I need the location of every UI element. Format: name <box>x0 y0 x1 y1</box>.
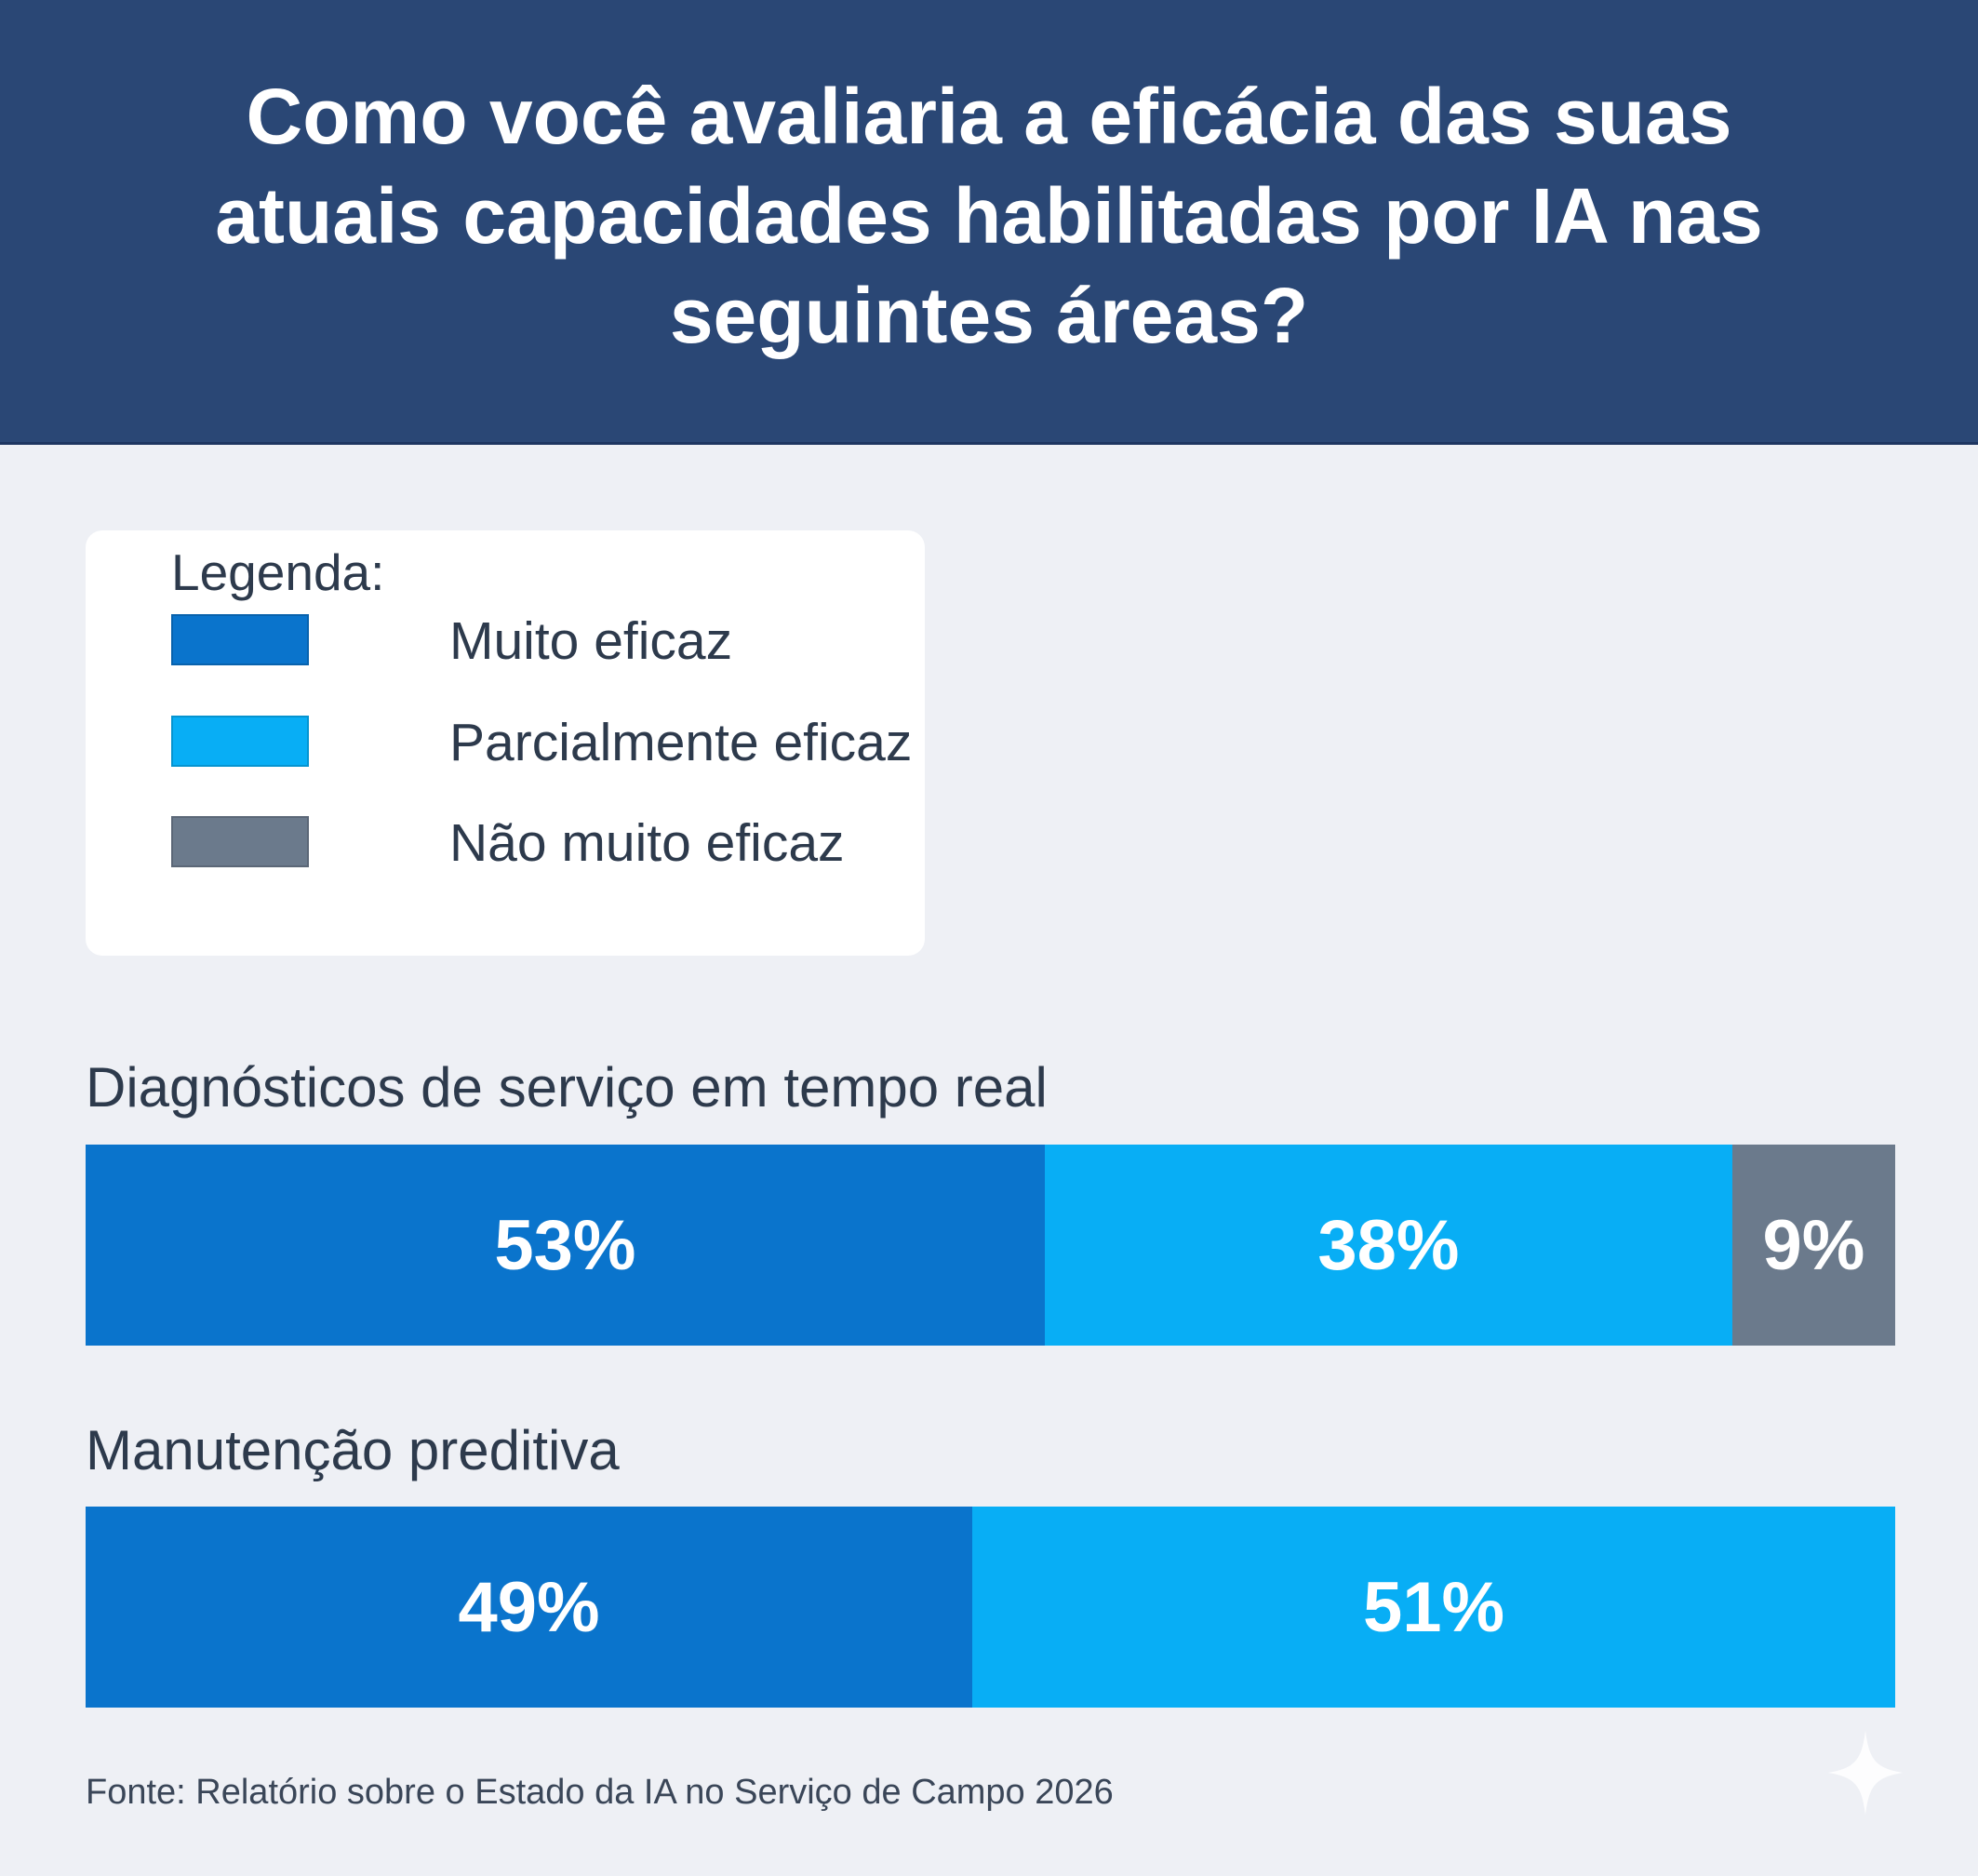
legend-item-nao-muito-eficaz: Não muito eficaz <box>171 813 897 873</box>
legend-swatch <box>171 816 309 867</box>
legend-swatch <box>171 716 309 767</box>
category-label: Diagnósticos de serviço em tempo real <box>86 1056 1048 1119</box>
data-label: 51% <box>1362 1567 1505 1647</box>
bar-segment: 51% <box>972 1507 1895 1708</box>
bar-segment: 49% <box>86 1507 973 1708</box>
bar-segment: 38% <box>1044 1145 1732 1346</box>
legend-swatch <box>171 614 309 665</box>
data-label: 49% <box>458 1567 600 1647</box>
data-label: 38% <box>1317 1205 1460 1285</box>
legend-item-muito-eficaz: Muito eficaz <box>171 611 897 671</box>
legend-label: Muito eficaz <box>449 611 733 671</box>
bar-segment: 53% <box>86 1145 1045 1346</box>
legend-label: Parcialmente eficaz <box>449 713 913 772</box>
data-label: 53% <box>494 1205 636 1285</box>
legend-item-parcialmente-eficaz: Parcialmente eficaz <box>171 713 912 772</box>
stacked-bar: 49% 51% <box>86 1507 1895 1708</box>
legend-label: Não muito eficaz <box>449 813 845 873</box>
bar-segment: 9% <box>1731 1145 1895 1346</box>
data-label: 9% <box>1762 1205 1865 1285</box>
chart-title: Como você avaliaria a eficácia das suas … <box>215 73 1763 359</box>
header: Como você avaliaria a eficácia das suas … <box>0 0 1978 445</box>
legend: Legenda: Muito eficaz Parcialmente efica… <box>86 530 925 956</box>
category-label: Manutenção preditiva <box>86 1419 620 1481</box>
sparkle-icon <box>1828 1731 1903 1815</box>
legend-title: Legenda: <box>171 543 385 601</box>
stacked-bar: 53% 38% 9% <box>86 1145 1895 1346</box>
source-note: Fonte: Relatório sobre o Estado da IA no… <box>86 1773 1114 1812</box>
